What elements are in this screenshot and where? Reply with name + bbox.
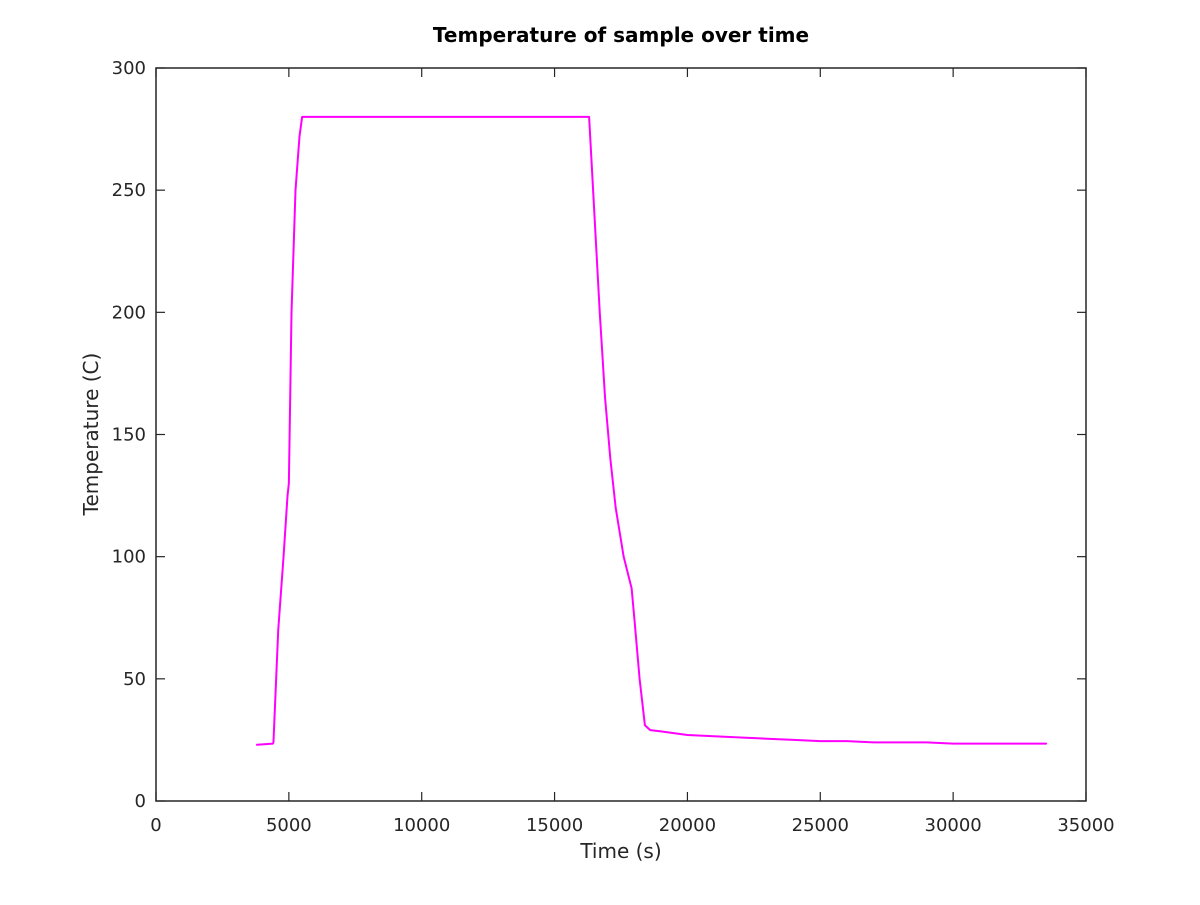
x-tick-label-6: 30000 xyxy=(925,815,982,836)
x-tick-label-5: 25000 xyxy=(792,815,849,836)
series-line-0 xyxy=(255,115,1048,746)
y-axis-label: Temperature (C) xyxy=(79,353,103,517)
x-tick-label-7: 35000 xyxy=(1057,815,1114,836)
chart-title: Temperature of sample over time xyxy=(433,23,809,47)
plot-area xyxy=(255,115,1048,746)
x-axis-label: Time (s) xyxy=(579,839,661,863)
x-tick-label-2: 10000 xyxy=(393,815,450,836)
y-tick-label-4: 200 xyxy=(112,302,146,323)
x-tick-label-4: 20000 xyxy=(659,815,716,836)
y-tick-label-0: 0 xyxy=(135,791,146,812)
y-tick-label-5: 250 xyxy=(112,180,146,201)
x-tick-label-3: 15000 xyxy=(526,815,583,836)
y-tick-label-3: 150 xyxy=(112,425,146,446)
x-tick-label-1: 5000 xyxy=(266,815,312,836)
y-tick-labels: 0 50 100 150 200 250 300 xyxy=(112,58,146,812)
y-tick-label-2: 100 xyxy=(112,547,146,568)
tick-marks xyxy=(155,67,1087,802)
y-tick-label-1: 50 xyxy=(123,669,146,690)
x-tick-label-0: 0 xyxy=(150,815,161,836)
x-tick-labels: 0 5000 10000 15000 20000 25000 30000 35000 xyxy=(150,815,1114,836)
y-tick-label-6: 300 xyxy=(112,58,146,79)
